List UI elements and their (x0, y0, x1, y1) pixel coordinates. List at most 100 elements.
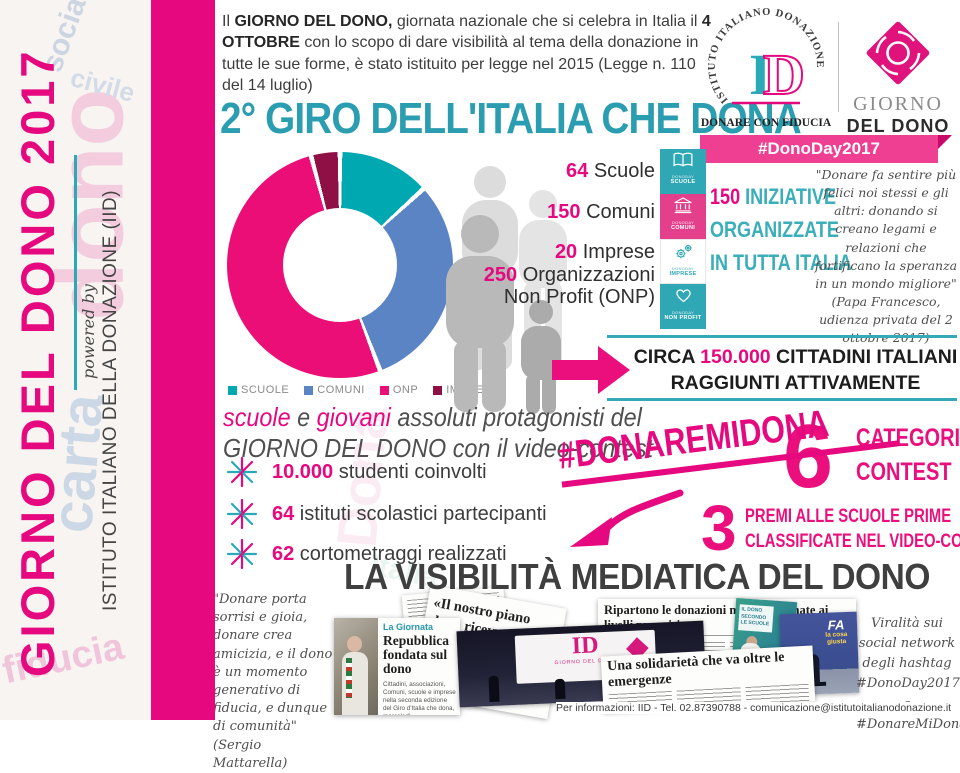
gdd-logo-line1: GIORNO (853, 93, 943, 115)
bullet-number: 62 (272, 542, 295, 565)
silhouette (488, 675, 500, 703)
media-section-title: LA VISIBILITÀ MEDIATICA DEL DONO (344, 556, 930, 597)
intro-bold: GIORNO DEL DONO, (234, 13, 393, 30)
section-title-giro: 2° GIRO DELL'ITALIA CHE DONA (220, 94, 802, 143)
asterisk-icon (226, 456, 258, 488)
tile-imprese: DONODAY IMPRESE (660, 239, 706, 284)
event-title-vertical: GIORNO DEL DONO 2017 (11, 48, 64, 678)
tv-caption: IL DONO SECONDO LE SCUOLE (738, 604, 774, 633)
donoday-hashtag-ribbon: #DonoDay2017 (700, 135, 938, 163)
clipping-kicker: La Giornata (383, 622, 434, 632)
iniziative-text: INIZIATIVE (740, 184, 836, 209)
divider-line (74, 155, 77, 390)
divider-line (607, 335, 957, 338)
legend-swatch (304, 385, 314, 395)
bullet-istituti: 64 istituti scolastici partecipanti (226, 498, 547, 530)
contest-contest-label: CONTEST (856, 458, 952, 486)
clipping-photo (334, 618, 378, 715)
legend-item: COMUNI (304, 384, 365, 396)
text: GIORNO DEL DONO (223, 432, 447, 463)
circa-callout: CIRCA 150.000 CITTADINI ITALIANI RAGGIUN… (633, 344, 958, 397)
tile-label: COMUNI (670, 225, 696, 231)
gears-icon (675, 244, 692, 259)
iniziative-number: 150 (710, 184, 741, 209)
stat-imprese: 20 Imprese (445, 241, 655, 264)
circa-text: RAGGIUNTI ATTIVAMENTE (670, 372, 921, 395)
asterisk-icon (226, 538, 258, 570)
intro-paragraph: Il GIORNO DEL DONO, giornata nazionale c… (222, 11, 714, 96)
circa-text: CITTADINI ITALIANI (770, 346, 958, 368)
legend-swatch (228, 385, 237, 395)
stat-value: 150 (547, 201, 581, 223)
legend-label: ONP (392, 384, 419, 396)
stat-value: 250 (483, 264, 518, 286)
iid-letter-d: D (763, 42, 805, 107)
left-sidebar: dono sociale civile carta fiducia GIORNO… (0, 0, 151, 720)
quote-attribution: (Sergio Mattarella) (213, 737, 288, 771)
stat-value: 20 (554, 241, 578, 263)
contest-number-6: 6 (783, 407, 834, 507)
book-icon (673, 152, 693, 167)
tile-nonprofit: DONODAY NON PROFIT (660, 284, 706, 329)
tv-logo-line1: FA (827, 617, 845, 633)
donut-chart-hole (283, 208, 397, 322)
tile-scuole: DONODAY SCUOLE (660, 149, 706, 194)
clipping-headline: Repubblica fondata sul dono (383, 633, 450, 677)
protagonisti-heading: scuole e giovani assoluti protagonisti d… (223, 402, 653, 463)
newspaper-clipping-giornata: La Giornata Repubblica fondata sul dono … (334, 618, 460, 715)
tile-label: SCUOLE (670, 179, 696, 185)
giorno-del-dono-logo: GIORNO DEL DONO (845, 14, 951, 137)
tile-brand: DONODAY (671, 220, 695, 225)
intro-text: con lo scopo di dare visibilità al tema … (222, 34, 699, 94)
iniziative-text: IN TUTTA ITALIA (710, 250, 852, 275)
intro-bold: 4 OTTOBRE (222, 13, 711, 52)
circa-number: 150.000 (700, 346, 771, 368)
papa-francesco-quote: "Donare fa sentire più felici noi stessi… (812, 166, 960, 347)
gdd-logo-line2: DEL DONO (846, 116, 950, 136)
legend-item: SCUOLE (228, 384, 289, 396)
footer-contact-info: Per informazioni: IID - Tel. 02.87390788… (556, 702, 958, 714)
legend-swatch (379, 385, 389, 395)
stat-value: 64 (566, 160, 589, 182)
tile-label: IMPRESE (669, 271, 697, 277)
heart-icon (675, 289, 691, 303)
legend-swatch (433, 385, 443, 395)
clipping-body: Cittadini, associazioni, Comuni, scuole … (383, 680, 456, 715)
powered-by-label: powered by (79, 284, 98, 380)
bullet-text: istituti scolastici partecipanti (294, 502, 547, 525)
screen-id-letters: ID (571, 632, 600, 660)
quote-text: "Donare porta sorrisi e gioia, donare cr… (213, 592, 333, 735)
iid-logo: ISTITUTO ITALIANO DONAZIONE I D DONARE C… (701, 8, 832, 129)
stat-scuole: 64 Scuole (445, 160, 655, 183)
text: con il video-contest (446, 432, 654, 463)
iniziative-callout: 150 INIZIATIVE ORGANIZZATE IN TUTTA ITAL… (710, 180, 852, 279)
text: e (290, 402, 317, 432)
tile-brand: DONODAY (671, 266, 695, 271)
intro-text: giornata nazionale che si celebra in Ita… (392, 13, 702, 30)
legend-label: COMUNI (317, 384, 365, 396)
stat-label: Organizzazioni Non Profit (ONP) (503, 264, 655, 308)
divider-line (607, 398, 957, 401)
stat-label: Scuole (588, 160, 655, 182)
premi-line2: CLASSIFICATE NEL VIDEO-CONTEST (745, 531, 960, 552)
iid-letter-i: I (749, 42, 772, 107)
bullet-text: cortometraggi realizzati (294, 542, 507, 565)
stat-label: Comuni (580, 201, 655, 223)
highlight-word: scuole (223, 402, 291, 432)
legend-item: ONP (379, 384, 419, 396)
asterisk-icon (226, 498, 258, 530)
bank-icon (674, 197, 692, 214)
bullet-text: studenti coinvolti (333, 460, 487, 483)
tv-logo-line2: la cosa giusta (825, 631, 848, 646)
social-virality-note: Viralità sui social network degli hashta… (856, 616, 960, 732)
bullet-number: 64 (272, 502, 295, 525)
tile-label: NON PROFIT (664, 315, 702, 321)
silhouette (554, 678, 566, 700)
text: assoluti protagonisti del (390, 402, 642, 432)
iid-tagline: DONARE CON FIDUCIA (701, 117, 832, 129)
tile-comuni: DONODAY COMUNI (660, 194, 706, 239)
stat-comuni: 150 Comuni (445, 201, 655, 224)
swirl-arrow-icon (570, 489, 684, 547)
intro-text: Il (222, 13, 235, 30)
tile-brand: DONODAY (671, 310, 695, 315)
